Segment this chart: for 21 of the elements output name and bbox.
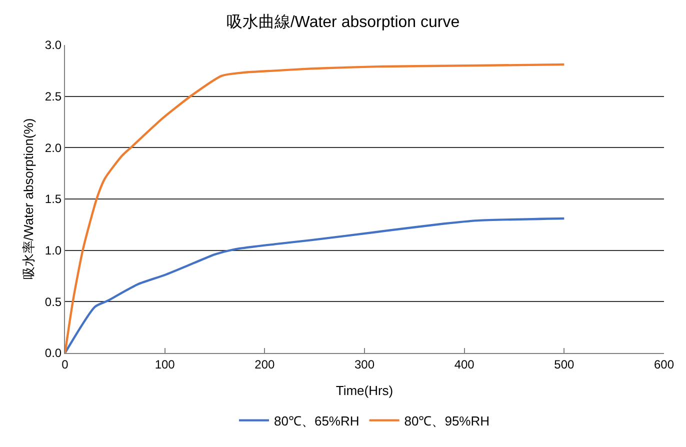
line-series (65, 63, 566, 353)
x-axis-title: Time(Hrs) (336, 383, 394, 398)
chart-title: 吸水曲線/Water absorption curve (226, 12, 460, 31)
y-tick-label: 2.5 (44, 90, 62, 104)
x-tick-label: 400 (454, 357, 475, 372)
line-series (65, 217, 566, 353)
y-tick-label: 1.0 (44, 244, 62, 258)
legend-label: 80℃、65%RH (274, 413, 360, 428)
x-tick-label: 500 (554, 357, 574, 372)
legend-label: 80℃、95%RH (404, 413, 490, 428)
x-tick-label: 300 (354, 357, 375, 372)
x-tick-label: 100 (154, 357, 176, 372)
x-tick-label: 0 (62, 357, 69, 372)
y-tick-label: 0.0 (44, 346, 62, 360)
y-tick-label: 1.5 (44, 192, 62, 206)
y-tick-label: 3.0 (44, 38, 62, 52)
x-tick-label: 600 (654, 357, 674, 372)
y-axis-title: 吸水率/Water absorption(%) (20, 118, 36, 280)
y-tick-label: 2.0 (44, 140, 62, 155)
x-tick-label: 200 (254, 357, 275, 372)
y-tick-label: 0.5 (44, 294, 62, 309)
